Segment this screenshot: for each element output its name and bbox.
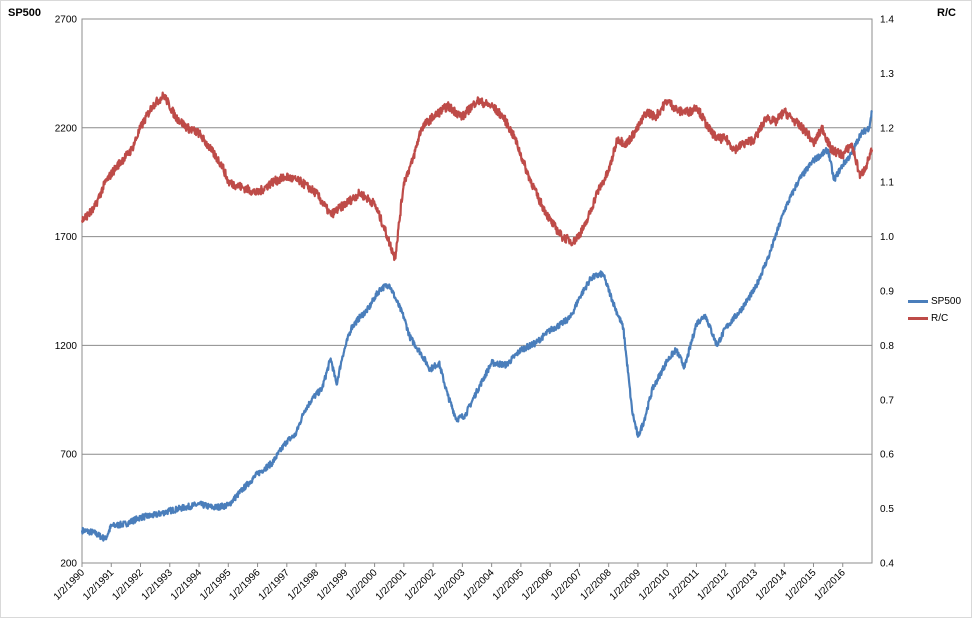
- legend: SP500 R/C: [908, 293, 961, 327]
- right-tick-label: 0.6: [880, 450, 894, 461]
- left-tick-label: 2700: [55, 15, 78, 26]
- x-tick-label: 1/2/1994: [169, 567, 205, 603]
- right-tick-label: 0.5: [880, 504, 894, 515]
- legend-item-sp500: SP500: [908, 293, 961, 310]
- x-tick-label: 1/2/2013: [725, 567, 761, 603]
- x-tick-label: 1/2/2000: [344, 567, 380, 603]
- x-tick-label: 1/2/2003: [432, 567, 468, 603]
- legend-label-sp500: SP500: [931, 296, 962, 307]
- x-tick-label: 1/2/1990: [52, 567, 88, 603]
- left-axis-title: SP500: [8, 7, 42, 19]
- x-tick-label: 1/2/2012: [696, 567, 732, 603]
- x-tick-label: 1/2/1995: [198, 567, 234, 603]
- x-tick-label: 1/2/1999: [315, 567, 351, 603]
- x-tick-label: 1/2/1991: [81, 567, 117, 603]
- left-tick-label: 200: [60, 559, 77, 570]
- right-tick-label: 0.8: [880, 341, 894, 352]
- series-line-rc: [80, 91, 874, 262]
- left-tick-label: 1200: [55, 341, 78, 352]
- x-tick-label: 1/2/2006: [520, 567, 556, 603]
- right-tick-label: 0.7: [880, 395, 894, 406]
- x-tick-label: 1/2/1998: [286, 567, 322, 603]
- x-tick-label: 1/2/2002: [403, 567, 439, 603]
- legend-swatch-rc: [908, 317, 928, 320]
- x-tick-label: 1/2/1996: [227, 567, 263, 603]
- x-tick-label: 1/2/2001: [374, 567, 410, 603]
- legend-label-rc: R/C: [931, 313, 949, 324]
- right-tick-label: 1.0: [880, 232, 894, 243]
- x-tick-label: 1/2/1993: [140, 567, 176, 603]
- x-tick-label: 1/2/2005: [491, 567, 527, 603]
- left-tick-label: 1700: [55, 232, 78, 243]
- x-tick-label: 1/2/2015: [783, 567, 819, 603]
- x-tick-label: 1/2/2004: [461, 567, 497, 603]
- x-tick-label: 1/2/1997: [257, 567, 293, 603]
- series-line-sp500: [80, 109, 874, 542]
- x-tick-label: 1/2/2016: [813, 567, 849, 603]
- right-tick-label: 0.9: [880, 287, 894, 298]
- right-tick-label: 1.3: [880, 69, 894, 80]
- right-tick-label: 1.1: [880, 178, 894, 189]
- right-tick-label: 1.2: [880, 123, 894, 134]
- right-axis-title: R/C: [937, 7, 956, 19]
- x-tick-label: 1/2/2014: [754, 567, 790, 603]
- legend-swatch-sp500: [908, 300, 928, 303]
- right-tick-label: 0.4: [880, 559, 894, 570]
- legend-item-rc: R/C: [908, 310, 961, 327]
- x-tick-label: 1/2/2007: [549, 567, 585, 603]
- x-tick-label: 1/2/1992: [110, 567, 146, 603]
- right-tick-label: 1.4: [880, 15, 894, 26]
- left-tick-label: 700: [60, 450, 77, 461]
- x-tick-label: 1/2/2009: [608, 567, 644, 603]
- x-tick-label: 1/2/2010: [637, 567, 673, 603]
- plot-area-border: [81, 18, 873, 564]
- left-tick-label: 2200: [55, 123, 78, 134]
- x-tick-label: 1/2/2008: [578, 567, 614, 603]
